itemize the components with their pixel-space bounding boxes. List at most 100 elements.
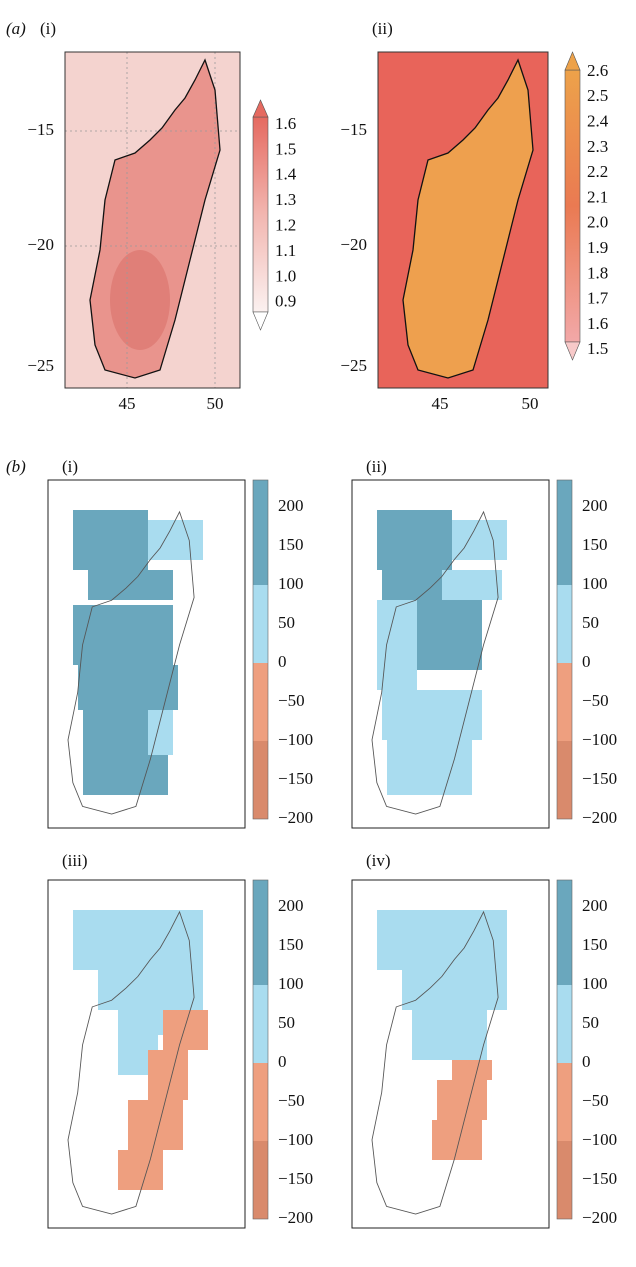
y-tick-label: −20 — [27, 235, 54, 254]
colorbar-label: 0 — [582, 1052, 591, 1071]
colorbar-segment — [557, 480, 572, 546]
colorbar-label: −200 — [582, 1208, 617, 1227]
colorbar-label: 100 — [278, 974, 304, 993]
colorbar-segment — [253, 1102, 268, 1141]
map-label: (iii) — [62, 851, 88, 870]
colorbar-label: −100 — [582, 1130, 617, 1149]
colorbar-label: 1.6 — [587, 314, 608, 333]
colorbar-label: 150 — [582, 535, 608, 554]
colorbar-segment — [557, 1141, 572, 1180]
colorbar-label: −100 — [278, 730, 313, 749]
colorbar-segment — [253, 1141, 268, 1180]
colorbar-segment — [557, 1024, 572, 1063]
y-tick-label: −25 — [340, 356, 367, 375]
colorbar-frame — [252, 479, 269, 820]
colorbar-label: −100 — [582, 730, 617, 749]
colorbar-segment — [253, 546, 268, 585]
colorbar-label: −150 — [582, 769, 617, 788]
colorbar-label: −50 — [278, 1091, 305, 1110]
colorbar-label: −150 — [278, 1169, 313, 1188]
y-tick-label: −25 — [27, 356, 54, 375]
colorbar-segment — [253, 780, 268, 819]
colorbar-label: 1.5 — [275, 139, 296, 158]
colorbar-segment — [557, 702, 572, 741]
colorbar-label: 0.9 — [275, 292, 296, 311]
colorbar-label: 150 — [278, 535, 304, 554]
colorbar-frame — [556, 479, 573, 820]
x-tick-label: 45 — [119, 394, 136, 413]
colorbar-label: 2.5 — [587, 86, 608, 105]
map-frame — [47, 479, 246, 829]
colorbar-label: 50 — [582, 1013, 599, 1032]
colorbar-label: 0 — [582, 652, 591, 671]
colorbar-segment — [253, 1063, 268, 1102]
colorbar-label: 0 — [278, 1052, 287, 1071]
colorbar-segment — [557, 946, 572, 985]
colorbar-label: −50 — [278, 691, 305, 710]
colorbar-segment — [557, 985, 572, 1024]
colorbar-label: 50 — [582, 613, 599, 632]
colorbar-label: 1.5 — [587, 339, 608, 358]
colorbar-segment — [253, 585, 268, 624]
map-a-i — [64, 51, 269, 389]
colorbar-label: −50 — [582, 691, 609, 710]
colorbar-label: 2.1 — [587, 187, 608, 206]
colorbar-segment — [557, 1063, 572, 1102]
colorbar-frame — [556, 879, 573, 1220]
x-tick-label: 50 — [207, 394, 224, 413]
y-tick-label: −15 — [27, 120, 54, 139]
colorbar-label: 2.6 — [587, 61, 608, 80]
colorbar-segment — [253, 880, 268, 946]
colorbar-segment — [253, 1024, 268, 1063]
colorbar-label: 1.0 — [275, 266, 296, 285]
colorbar-segment — [253, 624, 268, 663]
map-label: (ii) — [372, 19, 393, 38]
fill-b-iv — [377, 910, 507, 1160]
colorbar-label: 1.3 — [275, 190, 296, 209]
colorbar-label: 100 — [278, 574, 304, 593]
colorbar-segment — [253, 985, 268, 1024]
colorbar-label: 1.7 — [587, 289, 609, 308]
colorbar-label: 1.2 — [275, 216, 296, 235]
colorbar-label: −150 — [278, 769, 313, 788]
colorbar-segment — [253, 946, 268, 985]
y-tick-label: −15 — [340, 120, 367, 139]
colorbar-label: 2.0 — [587, 213, 608, 232]
colorbar-segment — [253, 1180, 268, 1219]
colorbar-label: 2.3 — [587, 137, 608, 156]
colorbar-frame — [252, 879, 269, 1220]
colorbar-label: 1.1 — [275, 241, 296, 260]
x-tick-label: 50 — [522, 394, 539, 413]
colorbar-label: −150 — [582, 1169, 617, 1188]
colorbar-label: 1.9 — [587, 238, 608, 257]
fill-b-iii — [73, 910, 208, 1190]
colorbar-label: −50 — [582, 1091, 609, 1110]
colorbar-label: 1.4 — [275, 165, 297, 184]
colorbar-segment — [253, 663, 268, 702]
colorbar-segment — [557, 624, 572, 663]
colorbar-label: 200 — [582, 496, 608, 515]
colorbar-label: −100 — [278, 1130, 313, 1149]
x-tick-label: 45 — [432, 394, 449, 413]
map-a-ii — [377, 51, 581, 389]
colorbar-label: 50 — [278, 613, 295, 632]
colorbar-segment — [557, 880, 572, 946]
panel-label: (b) — [6, 457, 26, 476]
map-label: (i) — [40, 19, 56, 38]
colorbar-segment — [557, 1102, 572, 1141]
colorbar-segment — [557, 546, 572, 585]
colorbar-segment — [253, 702, 268, 741]
colorbar-label: 50 — [278, 1013, 295, 1032]
colorbar-segment — [557, 585, 572, 624]
colorbar-label: 200 — [582, 896, 608, 915]
colorbar-label: 2.2 — [587, 162, 608, 181]
map-frame — [351, 879, 550, 1229]
panel-label: (a) — [6, 19, 26, 38]
colorbar-segment — [557, 741, 572, 780]
colorbar-label: −200 — [278, 1208, 313, 1227]
map-label: (i) — [62, 457, 78, 476]
map-label: (iv) — [366, 851, 391, 870]
colorbar-label: 0 — [278, 652, 287, 671]
colorbar-segment — [253, 480, 268, 546]
